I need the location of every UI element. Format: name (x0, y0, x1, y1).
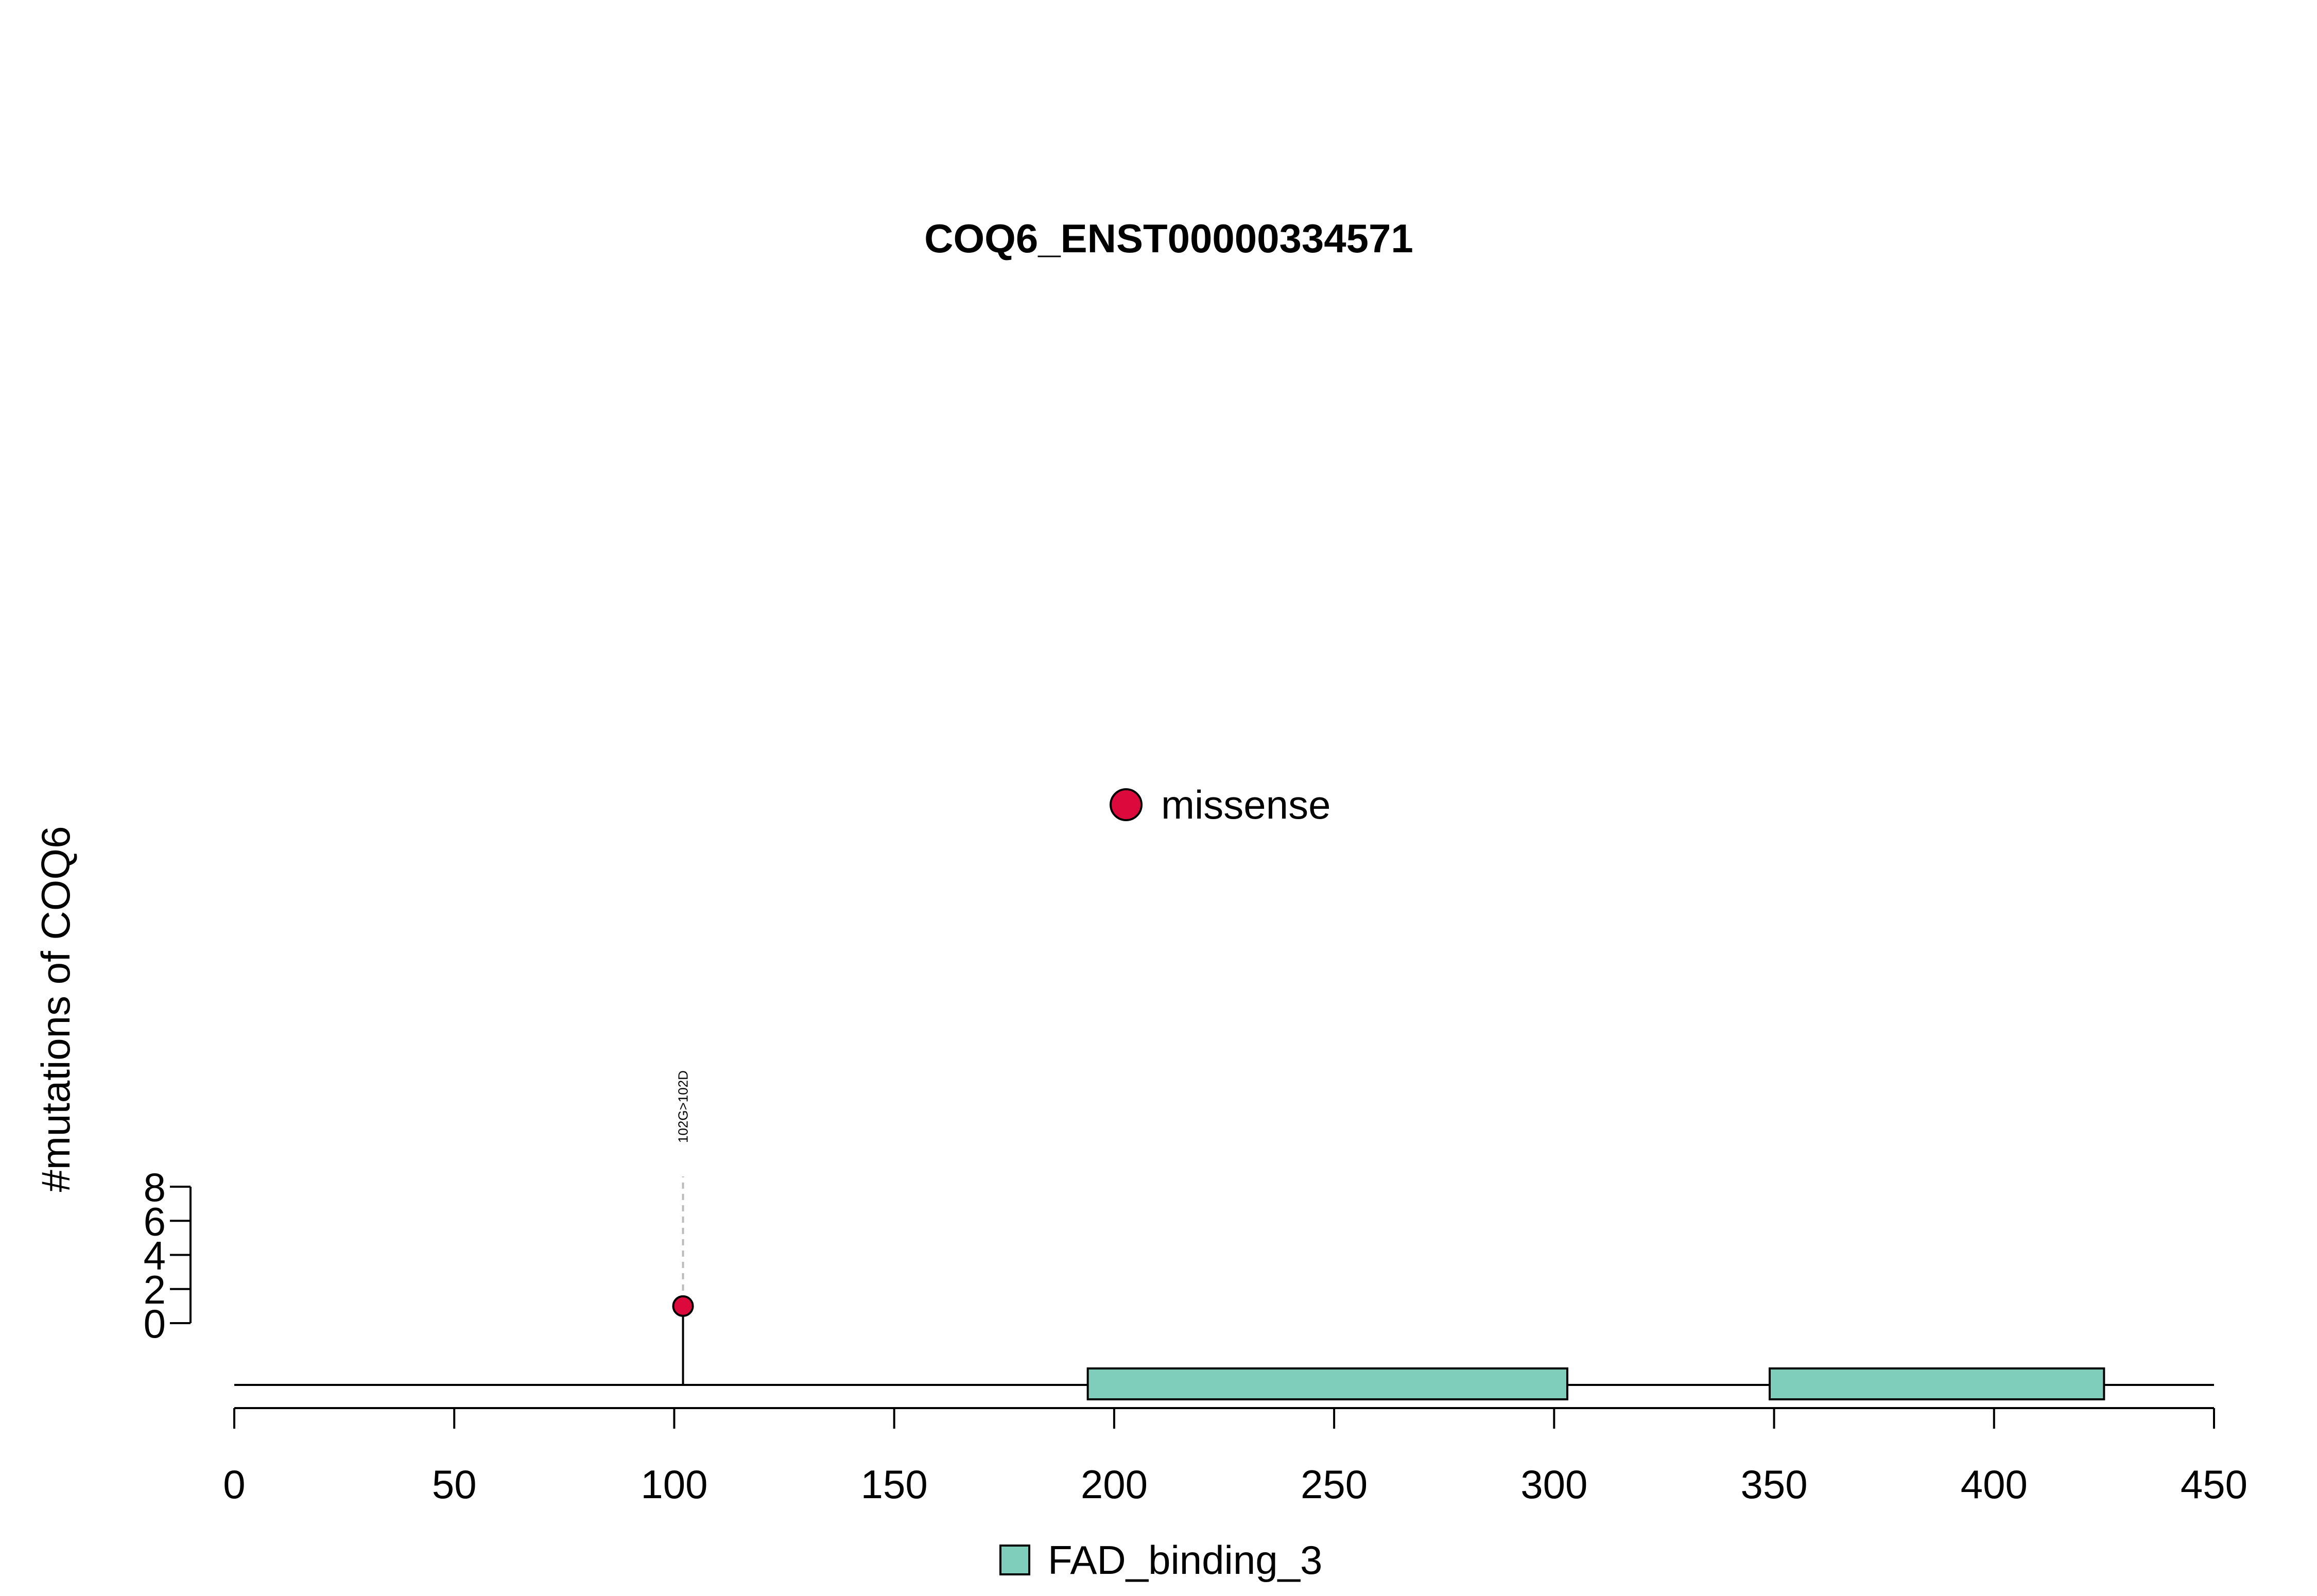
y-tick-label-2: 2 (144, 1267, 166, 1312)
x-tick-label-450: 450 (2181, 1462, 2247, 1507)
mutation-legend: missense (1110, 782, 1330, 827)
domain-FAD_binding_3-1 (1086, 1367, 1568, 1400)
y-tick-label-6: 6 (144, 1199, 166, 1244)
x-tick-label-250: 250 (1301, 1462, 1368, 1507)
legend-swatch-FAD_binding_3 (999, 1545, 1030, 1575)
mutation-label-1: 102G>102D (676, 1070, 691, 1143)
domain-track (1086, 1367, 2105, 1400)
x-tick-label-100: 100 (641, 1462, 707, 1507)
chart-title: COQ6_ENST00000334571 (924, 216, 1413, 261)
x-tick-label-0: 0 (223, 1462, 245, 1507)
x-tick-label-400: 400 (1961, 1462, 2028, 1507)
x-tick-label-50: 50 (432, 1462, 477, 1507)
legend-label-missense: missense (1161, 782, 1330, 827)
mutation-lollipops: 102G>102D (672, 1070, 694, 1385)
legend-label-FAD_binding_3: FAD_binding_3 (1048, 1537, 1322, 1583)
x-tick-label-350: 350 (1740, 1462, 1807, 1507)
y-tick-label-8: 8 (144, 1165, 166, 1210)
x-axis: 0 50 100 150 200 250 300 350 400 450 (223, 1407, 2247, 1507)
legend-swatch-missense (1110, 788, 1143, 821)
domain-FAD_binding_3-2 (1769, 1367, 2105, 1400)
x-tick-label-200: 200 (1081, 1462, 1148, 1507)
y-axis-label: #mutations of COQ6 (33, 826, 78, 1192)
mutation-point-1 (672, 1295, 694, 1317)
y-tick-label-0: 0 (144, 1301, 166, 1346)
domain-legend: FAD_binding_3 (999, 1537, 1322, 1583)
x-tick-label-300: 300 (1520, 1462, 1587, 1507)
x-tick-label-150: 150 (861, 1462, 928, 1507)
y-tick-label-4: 4 (144, 1233, 166, 1278)
